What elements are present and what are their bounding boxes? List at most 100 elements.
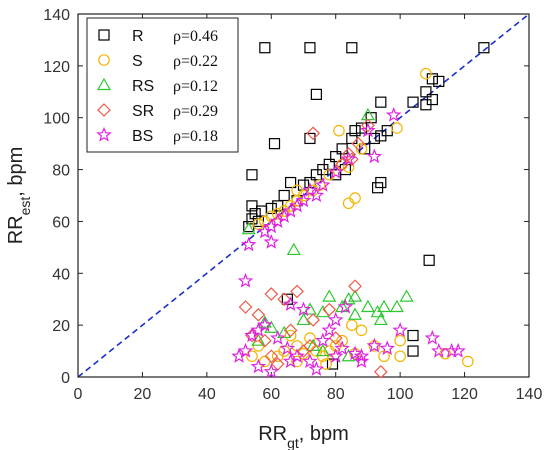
x-tick-label: 120 bbox=[451, 386, 478, 403]
legend-rho-bs: ρ=0.18 bbox=[173, 128, 218, 145]
point-rs bbox=[306, 338, 321, 351]
legend-label-s: S bbox=[132, 53, 143, 70]
point-rs bbox=[389, 299, 404, 313]
y-tick-label: 80 bbox=[52, 163, 70, 180]
point-r bbox=[310, 88, 322, 100]
point-sr bbox=[264, 349, 279, 364]
point-sr bbox=[303, 339, 317, 353]
point-r bbox=[407, 345, 419, 357]
point-s bbox=[304, 332, 316, 344]
point-s bbox=[342, 197, 355, 210]
point-rs bbox=[348, 307, 363, 320]
legend-marker-bs bbox=[96, 126, 112, 142]
y-tick-label: 0 bbox=[61, 370, 70, 387]
point-bs bbox=[340, 151, 357, 166]
point-bs bbox=[327, 164, 344, 179]
point-rs bbox=[360, 299, 375, 313]
point-s bbox=[271, 350, 284, 363]
point-r bbox=[246, 200, 258, 212]
point-s bbox=[284, 329, 297, 342]
point-bs bbox=[321, 322, 338, 337]
x-tick-label: 100 bbox=[387, 386, 414, 403]
legend-label-sr: SR bbox=[132, 103, 154, 120]
point-r bbox=[426, 73, 438, 85]
point-sr bbox=[361, 118, 375, 133]
point-s bbox=[333, 124, 345, 137]
point-bs bbox=[327, 311, 344, 327]
point-r bbox=[423, 254, 435, 266]
identity-line bbox=[77, 13, 530, 378]
point-bs bbox=[257, 223, 273, 239]
point-bs bbox=[250, 358, 267, 374]
point-bs bbox=[282, 353, 299, 369]
point-sr bbox=[277, 292, 292, 307]
axis-labels-layer: RRgt, bpm RRest, bpm bbox=[5, 147, 349, 450]
point-sr bbox=[296, 344, 311, 358]
y-tick-label: 20 bbox=[52, 318, 70, 335]
point-bs bbox=[295, 301, 312, 317]
point-r bbox=[256, 205, 268, 217]
y-tick-label: 60 bbox=[52, 214, 70, 231]
point-s bbox=[246, 350, 258, 363]
point-sr bbox=[257, 333, 272, 348]
point-s bbox=[394, 350, 406, 363]
legend-rho-s: ρ=0.22 bbox=[173, 53, 218, 70]
legend-marker-r bbox=[98, 29, 110, 41]
point-rs bbox=[315, 304, 330, 318]
point-s bbox=[320, 358, 332, 370]
point-s bbox=[420, 67, 432, 80]
point-bs bbox=[308, 361, 325, 376]
plot-frame bbox=[77, 13, 530, 378]
y-tick-label: 140 bbox=[43, 7, 70, 24]
point-s bbox=[278, 205, 290, 217]
point-bs bbox=[244, 327, 260, 343]
point-r bbox=[420, 99, 432, 111]
point-s bbox=[461, 355, 474, 368]
point-rs bbox=[377, 299, 392, 313]
point-bs bbox=[302, 353, 318, 369]
data-points-layer bbox=[231, 42, 490, 379]
legend-marker-rs bbox=[96, 77, 112, 91]
point-bs bbox=[263, 234, 280, 249]
point-bs bbox=[282, 296, 299, 312]
point-bs bbox=[302, 182, 318, 197]
point-bs bbox=[353, 348, 370, 363]
point-rs bbox=[257, 315, 272, 328]
axes-layer: 0 20 40 60 80 100 120 140 0 20 40 60 80 100 120 140 bbox=[43, 7, 542, 403]
point-rs bbox=[302, 302, 317, 315]
x-tick-label: 40 bbox=[198, 386, 216, 403]
point-sr bbox=[238, 300, 253, 314]
point-bs bbox=[315, 332, 331, 348]
y-tick-label: 100 bbox=[43, 111, 70, 128]
point-s bbox=[355, 324, 368, 337]
point-sr bbox=[341, 147, 356, 161]
point-r bbox=[420, 86, 432, 98]
point-sr bbox=[283, 323, 298, 338]
point-rs bbox=[322, 289, 337, 302]
point-r bbox=[407, 329, 419, 342]
x-axis-title: RRgt, bpm bbox=[258, 423, 349, 450]
point-r bbox=[407, 96, 419, 108]
point-bs bbox=[337, 298, 354, 314]
point-r bbox=[478, 42, 490, 54]
point-rs bbox=[399, 289, 414, 302]
point-rs bbox=[341, 292, 356, 305]
point-r bbox=[375, 96, 387, 108]
point-bs bbox=[353, 353, 370, 369]
point-s bbox=[349, 192, 361, 204]
point-bs bbox=[237, 272, 254, 288]
point-sr bbox=[373, 364, 388, 379]
point-bs bbox=[334, 340, 350, 356]
point-bs bbox=[385, 106, 402, 122]
point-r bbox=[278, 189, 290, 202]
point-r bbox=[252, 215, 264, 228]
point-bs bbox=[360, 122, 376, 138]
point-r bbox=[368, 132, 380, 145]
point-bs bbox=[240, 236, 257, 252]
point-rs bbox=[360, 107, 375, 121]
x-tick-label: 0 bbox=[74, 386, 83, 403]
point-rs bbox=[315, 343, 330, 357]
point-s bbox=[355, 143, 368, 155]
point-bs bbox=[379, 340, 396, 356]
